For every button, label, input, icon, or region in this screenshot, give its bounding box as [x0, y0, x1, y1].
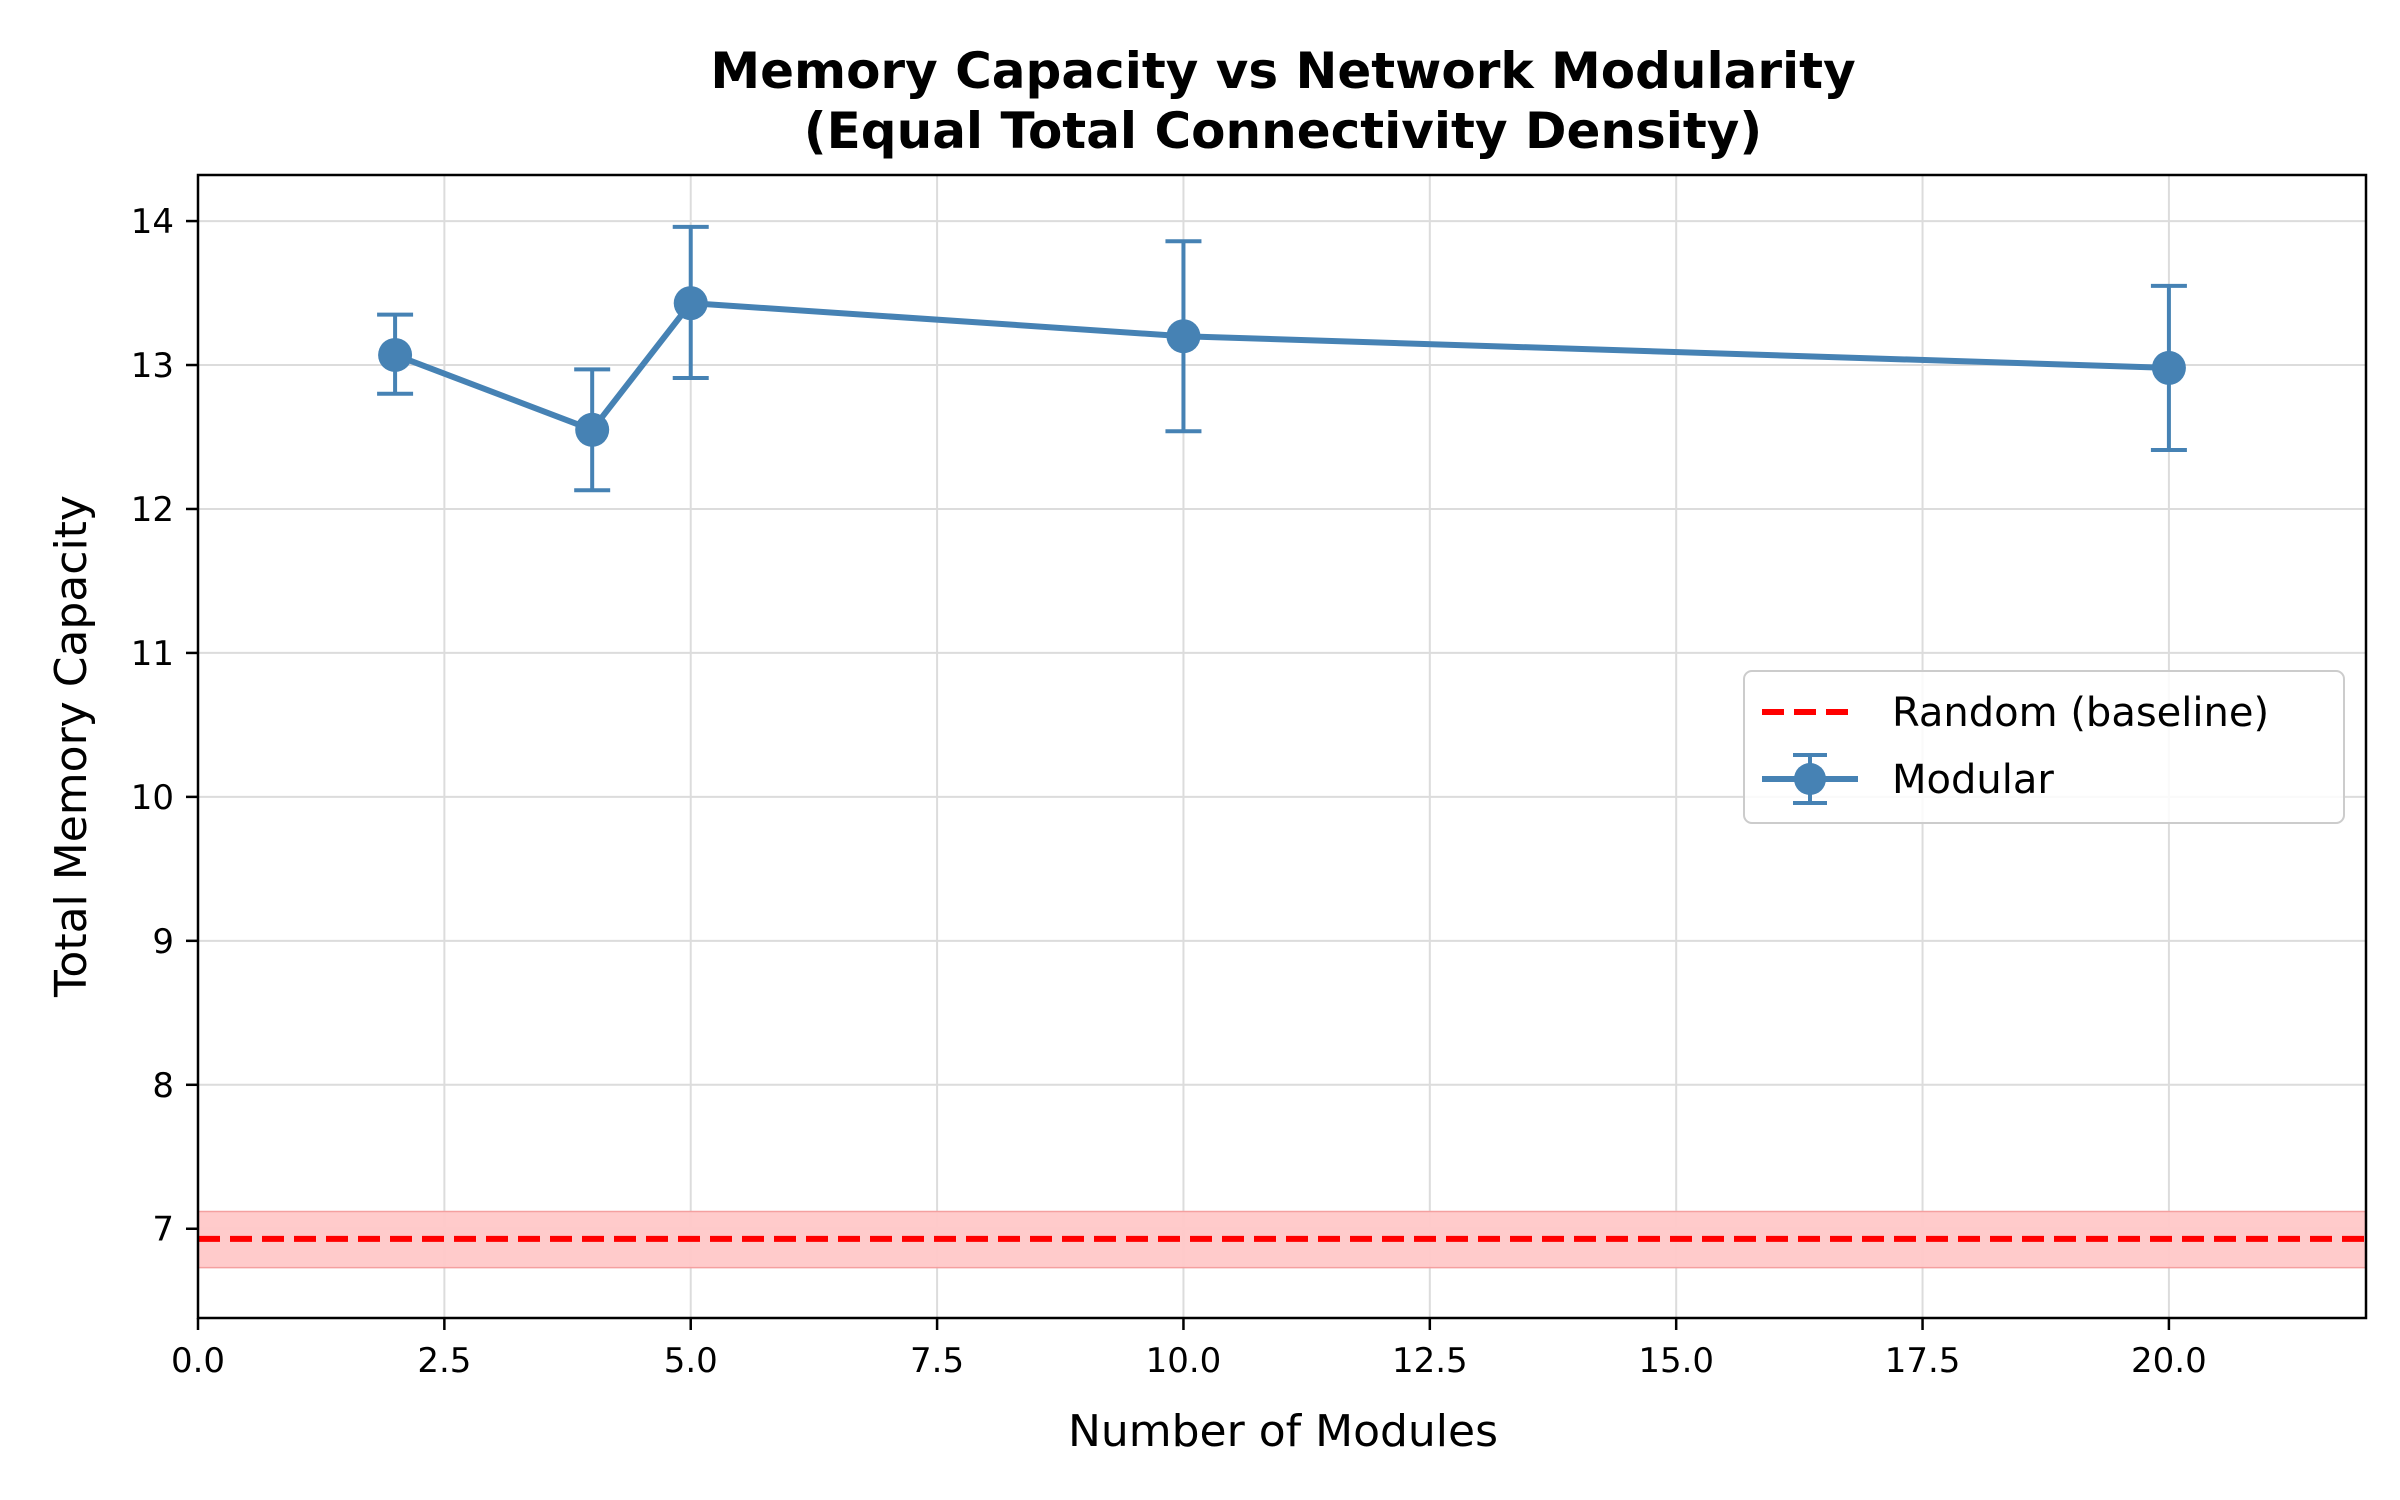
- legend-frame: [1743, 670, 2345, 824]
- y-tick-label: 7: [152, 1210, 174, 1250]
- x-tick-label: 20.0: [2131, 1341, 2207, 1381]
- modular-point: [673, 286, 708, 321]
- y-tick-label: 10: [131, 778, 174, 818]
- y-tick-label: 8: [152, 1066, 174, 1106]
- y-axis-label: Total Memory Capacity: [46, 495, 97, 998]
- y-tick-label: 13: [131, 346, 174, 386]
- y-tick-label: 11: [131, 634, 174, 674]
- y-tick-label: 12: [131, 490, 174, 530]
- x-tick-label: 0.0: [171, 1341, 225, 1381]
- modular-point: [575, 412, 610, 447]
- modular-point: [378, 337, 413, 372]
- modular-point: [1166, 319, 1201, 354]
- y-tick-label: 9: [152, 922, 174, 962]
- x-tick-label: 17.5: [1885, 1341, 1961, 1381]
- x-axis-label: Number of Modules: [1068, 1406, 1498, 1457]
- modular-point: [2151, 350, 2186, 385]
- y-tick-label: 14: [131, 202, 174, 242]
- chart-title: Memory Capacity vs Network Modularity: [710, 42, 1855, 100]
- chart-subtitle: (Equal Total Connectivity Density): [804, 102, 1762, 160]
- legend-modular-label: Modular: [1892, 757, 2054, 803]
- x-tick-label: 2.5: [417, 1341, 471, 1381]
- baseline-series: [198, 1210, 2366, 1269]
- legend-modular-swatch: [1762, 753, 1858, 805]
- modular-series: [377, 224, 2187, 493]
- x-axis-ticks: 0.0 2.5 5.0 7.5 10.0 12.5 15.0 17.5 20.0: [171, 1318, 2207, 1381]
- legend-baseline-label: Random (baseline): [1892, 690, 2269, 736]
- plot-area-frame: [196, 173, 2368, 1320]
- x-tick-label: 7.5: [910, 1341, 964, 1381]
- x-tick-label: 12.5: [1392, 1341, 1468, 1381]
- legend: Random (baseline) Modular: [1743, 670, 2345, 824]
- x-tick-label: 15.0: [1638, 1341, 1714, 1381]
- x-tick-label: 5.0: [664, 1341, 718, 1381]
- x-tick-label: 10.0: [1146, 1341, 1222, 1381]
- y-axis-ticks: 7 8 9 10 11 12 13 14: [131, 202, 198, 1250]
